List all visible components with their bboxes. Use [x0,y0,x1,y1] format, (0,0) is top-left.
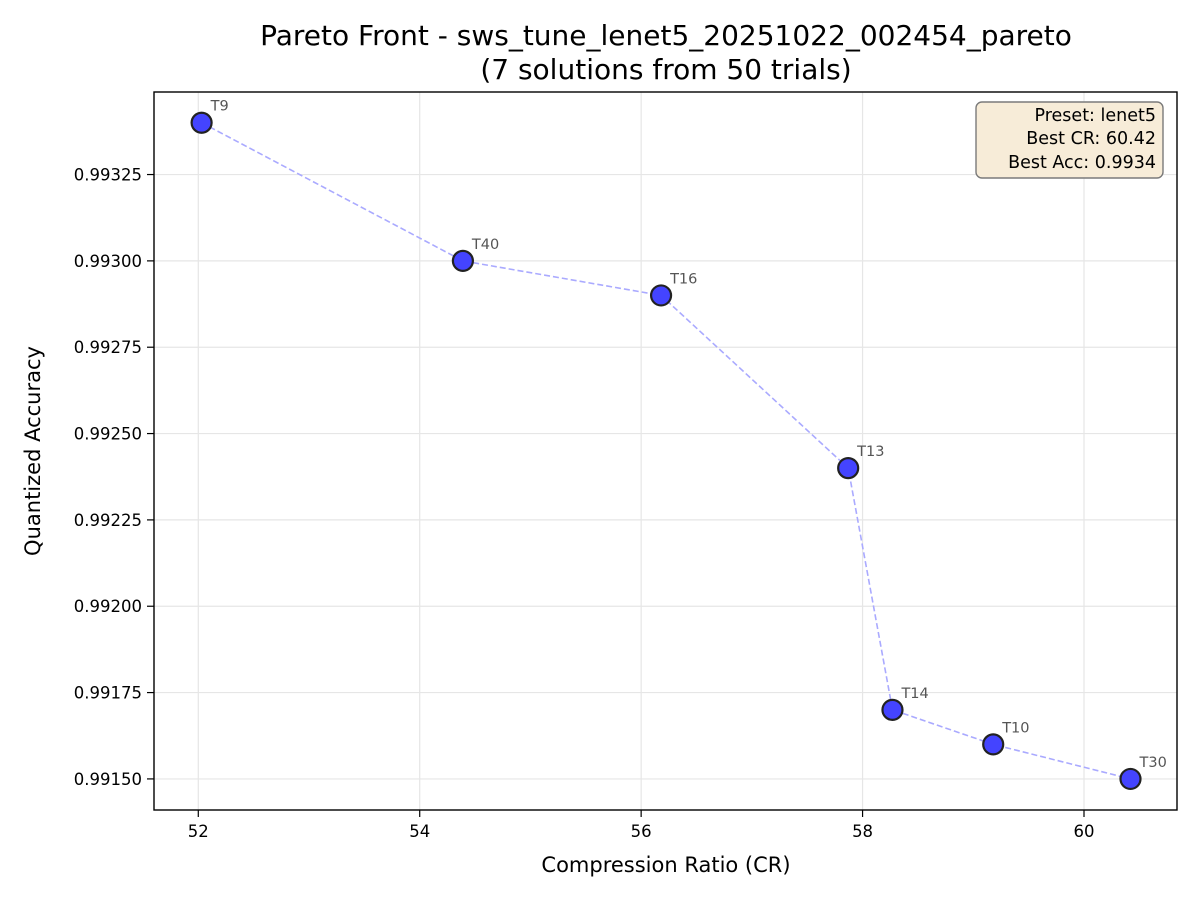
pareto-point [190,111,213,134]
data-points [190,111,1142,791]
y-axis-label: Quantized Accuracy [21,346,45,556]
info-box-border [975,101,1164,179]
grid [154,92,1177,810]
y-tick-label: 0.99275 [74,338,142,357]
point-label: T16 [669,271,697,287]
pareto-point [451,249,474,272]
axis-ticks: 52 54 56 58 60 0.99150 0.99175 0.99200 0.99225 0.… [74,166,1095,841]
info-best-cr: Best CR: 60.42 [1026,129,1156,149]
x-tick-label: 56 [631,822,652,841]
point-label: T13 [856,444,884,460]
x-tick-label: 54 [409,822,430,841]
info-box-background [976,102,1163,178]
y-tick-label: 0.99300 [74,252,142,271]
chart-title: Pareto Front - sws_tune_lenet5_20251022_… [260,19,1072,52]
point-label: T30 [1139,755,1167,771]
y-tick-label: 0.99325 [74,166,142,185]
pareto-point [982,733,1005,756]
point-labels: T9 T40 T16 T13 T14 T10 T30 [210,99,1167,771]
y-tick-label: 0.99250 [74,425,142,444]
y-tick-label: 0.99150 [74,770,142,789]
y-tick-label: 0.99175 [74,684,142,703]
chart-subtitle: (7 solutions from 50 trials) [480,53,851,86]
pareto-point [881,698,904,721]
info-best-acc: Best Acc: 0.9934 [1008,153,1156,173]
y-tick-label: 0.99200 [74,597,142,616]
pareto-point [837,456,860,480]
pareto-point [1119,767,1142,791]
x-tick-label: 60 [1074,822,1095,841]
y-tick-label: 0.99225 [74,511,142,530]
info-box: Preset: lenet5 Best CR: 60.42 Best Acc: … [975,101,1164,179]
plot-frame [153,91,1178,811]
x-tick-label: 58 [852,822,873,841]
point-label: T14 [900,686,928,702]
x-axis-label: Compression Ratio (CR) [541,853,790,877]
point-label: T40 [471,237,499,253]
info-preset: Preset: lenet5 [1034,106,1156,126]
x-tick-label: 52 [188,822,209,841]
point-label: T9 [210,99,229,115]
point-label: T10 [1001,720,1029,736]
pareto-point [649,284,673,307]
